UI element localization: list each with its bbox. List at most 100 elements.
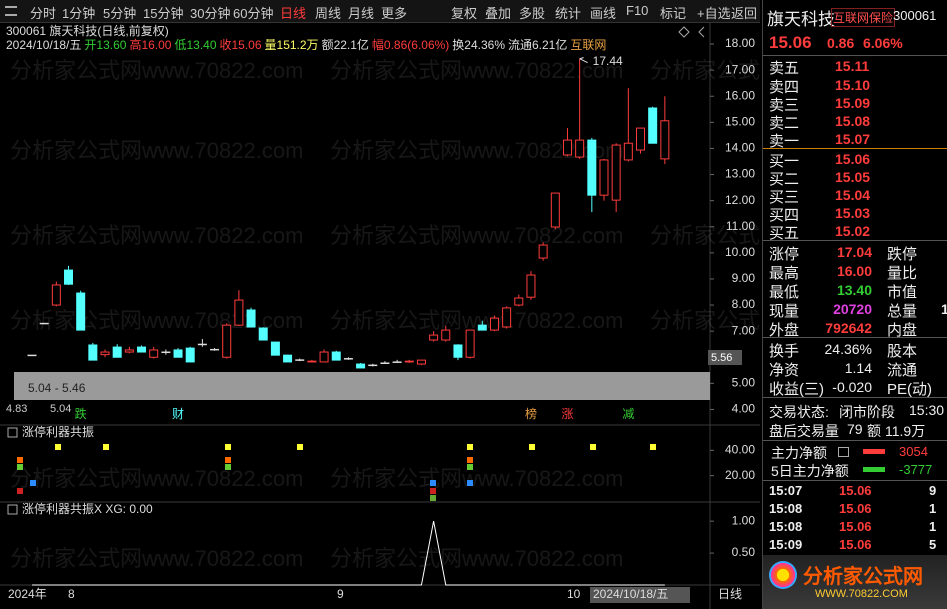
- xg-line: [32, 521, 665, 586]
- chart-title: 300061 旗天科技(日线,前复权): [6, 23, 169, 38]
- panel-icon[interactable]: [7, 504, 18, 515]
- flow-bar: [863, 467, 885, 472]
- watermark: 分析家公式网www.70822.com: [10, 466, 303, 491]
- diamond-icon[interactable]: [678, 26, 690, 38]
- toolbar: 分时 1分钟 5分钟 15分钟 30分钟 60分钟 日线 周线 月线 更多 复权 叠加 多股 统计 画线 F1…: [0, 0, 760, 23]
- stat-label: 总量: [887, 303, 918, 320]
- status-label: 盘后交易量: [769, 423, 839, 439]
- toolbar-tab[interactable]: 分时: [30, 6, 57, 21]
- signal-dot: [529, 444, 535, 450]
- signal-dot: [17, 488, 23, 494]
- stat-value: 24.36%: [824, 341, 872, 357]
- toolbar-button[interactable]: 画线: [590, 6, 617, 21]
- toolbar-tab[interactable]: 60分钟: [233, 6, 274, 21]
- y-tick-label: 12.00: [725, 193, 755, 207]
- info-item: 收15.06: [220, 38, 262, 52]
- separator: [763, 337, 947, 338]
- toolbar-button[interactable]: +自选: [697, 6, 731, 21]
- toolbar-tab[interactable]: 月线: [348, 6, 375, 21]
- tick-price: 15.06: [839, 501, 872, 516]
- stat-value: 20720: [833, 301, 872, 317]
- candle-body: [112, 346, 122, 358]
- book-price: 15.04: [835, 187, 871, 203]
- stat-value: 13.40: [836, 282, 872, 298]
- x-tick-label: 2024年: [8, 587, 47, 601]
- stat-label: 市值: [887, 284, 918, 301]
- info-item: 量151.2万: [265, 38, 319, 52]
- x-tick-label: 日线: [718, 587, 742, 601]
- toolbar-button[interactable]: F10: [626, 3, 649, 18]
- info-item: 低13.40: [174, 38, 216, 52]
- tick-time: 15:08: [769, 519, 803, 534]
- book-label: 卖五: [769, 60, 800, 77]
- low-label: 5.04: [50, 403, 71, 415]
- tick-price: 15.06: [839, 537, 872, 552]
- candle-body: [161, 351, 171, 354]
- y-tick-label: 13.00: [725, 167, 755, 181]
- stat-label: 净资: [769, 362, 800, 379]
- candle-body: [197, 343, 207, 346]
- book-price: 15.08: [835, 113, 871, 129]
- toolbar-button[interactable]: 返回: [731, 6, 758, 21]
- stat-label: 量比: [887, 265, 918, 282]
- y-tick-label: 9.00: [732, 271, 756, 285]
- book-label: 买五: [769, 225, 800, 242]
- book-label: 买四: [769, 207, 800, 224]
- toolbar-button[interactable]: 叠加: [485, 6, 512, 21]
- status-time: 15:30: [909, 402, 945, 418]
- candle-body: [283, 354, 293, 363]
- info-item: 2024/10/18/五: [6, 38, 81, 52]
- separator: [763, 480, 947, 481]
- toolbar-tab[interactable]: 30分钟: [190, 6, 231, 21]
- signal-dot: [55, 444, 61, 450]
- stat-label: 收益(三): [769, 381, 824, 398]
- signal-dot: [225, 444, 231, 450]
- toolbar-tab[interactable]: 5分钟: [103, 6, 137, 21]
- collapse-icon[interactable]: [698, 26, 705, 38]
- menu-icon[interactable]: [5, 6, 17, 16]
- toolbar-tab[interactable]: 日线: [280, 6, 307, 21]
- book-price: 15.11: [835, 58, 870, 74]
- candle-body: [39, 322, 49, 325]
- candle-body: [611, 144, 621, 201]
- stat-value: -0.020: [832, 379, 872, 395]
- stat-value: 16.00: [836, 263, 872, 279]
- toolbar-button[interactable]: 标记: [660, 6, 687, 21]
- candle-body: [623, 142, 633, 161]
- separator: [763, 240, 947, 241]
- signal-dot: [17, 464, 23, 470]
- toolbar-button[interactable]: 统计: [555, 6, 582, 21]
- toolbar-tab[interactable]: 更多: [381, 6, 408, 21]
- book-label: 卖一: [769, 133, 800, 150]
- stat-label: PE(动): [887, 381, 933, 398]
- stat-label: 现量: [769, 303, 800, 320]
- tick-time: 15:09: [769, 537, 803, 552]
- logo-flower: [769, 561, 797, 589]
- stat-value: 17.04: [836, 244, 872, 260]
- status-label: 额: [867, 423, 881, 439]
- stat-label: 流通: [887, 362, 918, 379]
- candle-body: [137, 346, 147, 353]
- candle-body: [173, 349, 183, 358]
- info-item: 开13.60: [84, 38, 126, 52]
- candle-body: [648, 107, 658, 144]
- candle-body: [477, 324, 487, 331]
- book-price: 15.02: [835, 223, 871, 239]
- toolbar-button[interactable]: 多股: [519, 6, 546, 21]
- candle-body: [76, 292, 86, 331]
- separator: [763, 397, 947, 398]
- candle-body: [295, 359, 305, 361]
- candle-body: [368, 364, 378, 367]
- toolbar-tab[interactable]: 1分钟: [62, 6, 96, 21]
- candle-body: [599, 159, 609, 196]
- panel-icon[interactable]: [7, 427, 18, 438]
- signal-dot: [430, 495, 436, 501]
- info-icon[interactable]: [838, 447, 849, 457]
- toolbar-tab[interactable]: 15分钟: [143, 6, 184, 21]
- toolbar-tab[interactable]: 周线: [315, 6, 342, 21]
- signal-label: 涨: [561, 406, 573, 421]
- toolbar-button[interactable]: 复权: [451, 6, 478, 21]
- status-label: 交易状态:: [769, 404, 829, 420]
- watermark: 分析家公式网www.70822.com: [10, 546, 303, 571]
